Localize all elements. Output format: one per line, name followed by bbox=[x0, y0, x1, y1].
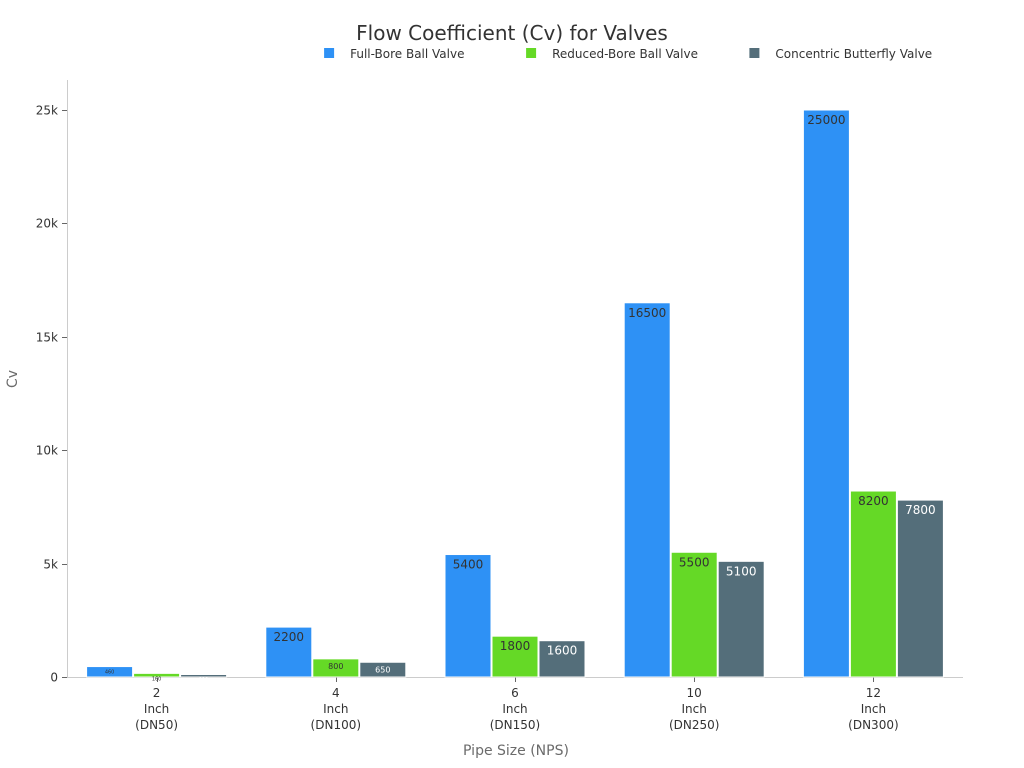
bar-value-label: 16500 bbox=[628, 306, 666, 320]
x-tick-label: 12 bbox=[866, 686, 881, 700]
x-tick-label: (DN100) bbox=[311, 718, 361, 732]
bar-value-label: 1800 bbox=[500, 639, 531, 653]
y-tick-label: 15k bbox=[36, 331, 58, 345]
bar-2-2 bbox=[312, 658, 360, 678]
x-tick-label: (DN150) bbox=[490, 718, 540, 732]
bar-3-2 bbox=[359, 661, 407, 678]
legend-label: Full-Bore Ball Valve bbox=[350, 47, 464, 61]
y-tick-label: 20k bbox=[36, 217, 58, 231]
x-tick-label: 4 bbox=[332, 686, 340, 700]
bar-value-label: 2200 bbox=[274, 630, 305, 644]
bar-value-label: 5500 bbox=[679, 555, 710, 569]
x-axis-title: Pipe Size (NPS) bbox=[463, 743, 569, 759]
bar-3-5 bbox=[896, 499, 944, 678]
bar-1-3 bbox=[444, 554, 492, 678]
bar-value-label: 650 bbox=[375, 665, 390, 674]
bars bbox=[86, 109, 944, 678]
legend-swatch bbox=[324, 48, 335, 58]
bar-1-5 bbox=[802, 109, 850, 678]
bar-value-label: 8200 bbox=[858, 494, 889, 508]
x-tick-label: (DN300) bbox=[848, 718, 898, 732]
legend-label: Reduced-Bore Ball Valve bbox=[552, 47, 698, 61]
bar-2-4 bbox=[670, 551, 718, 678]
bar-1-4 bbox=[623, 302, 671, 678]
y-axis-title: Cv bbox=[5, 370, 21, 388]
bar-2-1 bbox=[133, 672, 181, 678]
bar-value-label: 160 bbox=[152, 676, 162, 682]
y-tick-label: 25k bbox=[36, 104, 58, 118]
bar-1-2 bbox=[265, 626, 313, 678]
bar-2-5 bbox=[849, 490, 897, 678]
x-tick-label: Inch bbox=[682, 702, 707, 716]
x-tick-label: 2 bbox=[153, 686, 161, 700]
bar-1-1 bbox=[86, 666, 134, 678]
chart-title: Flow Coefficient (Cv) for Valves bbox=[356, 21, 668, 45]
legend-swatch bbox=[749, 48, 760, 58]
legend-label: Concentric Butterfly Valve bbox=[775, 47, 932, 61]
x-tick-label: (DN50) bbox=[135, 718, 178, 732]
x-tick-label: (DN250) bbox=[669, 718, 719, 732]
legend: Full-Bore Ball Valve Reduced-Bore Ball Va… bbox=[324, 47, 932, 61]
x-tick-label: Inch bbox=[502, 702, 527, 716]
x-axis: 2 Inch (DN50) 4 Inch (DN100) 6 Inch (DN150) 10 Inc… bbox=[67, 677, 963, 732]
bar-value-label: 800 bbox=[328, 662, 343, 671]
y-tick-label: 10k bbox=[36, 444, 58, 458]
bar-value-label: 1600 bbox=[547, 644, 578, 658]
bar-3-3 bbox=[538, 640, 586, 678]
legend-swatch bbox=[526, 48, 537, 58]
x-tick-label: Inch bbox=[144, 702, 169, 716]
y-tick-label: 0 bbox=[50, 671, 58, 685]
bar-value-label: 460 bbox=[105, 670, 115, 676]
bar-3-1 bbox=[180, 674, 228, 678]
y-axis: 0 5k 10k 15k 20k 25k bbox=[36, 80, 68, 685]
bar-value-label: 110 bbox=[199, 678, 209, 684]
x-tick-label: 10 bbox=[687, 686, 702, 700]
bar-2-3 bbox=[491, 635, 539, 678]
bar-value-label: 5400 bbox=[453, 558, 484, 572]
bar-value-label: 5100 bbox=[726, 564, 757, 578]
bar-value-label: 25000 bbox=[807, 113, 845, 127]
bar-value-label: 7800 bbox=[905, 503, 936, 517]
bar-3-4 bbox=[717, 560, 765, 678]
x-tick-label: Inch bbox=[861, 702, 886, 716]
x-tick-label: Inch bbox=[323, 702, 348, 716]
x-tick-label: 6 bbox=[511, 686, 519, 700]
y-tick-label: 5k bbox=[43, 558, 58, 572]
bar-labels: 460 160 110 2200 800 650 5400 1800 1600 16500 5500… bbox=[105, 113, 936, 684]
